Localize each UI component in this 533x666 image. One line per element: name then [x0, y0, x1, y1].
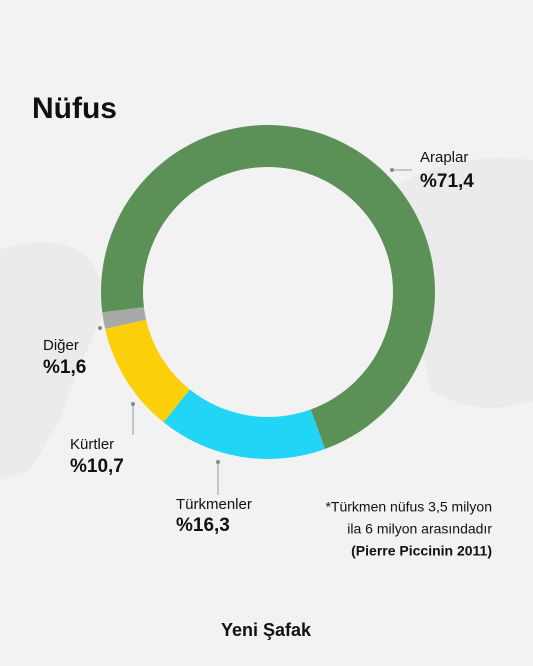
category-label: Türkmenler — [176, 496, 252, 513]
chart-title: Nüfus — [32, 92, 117, 125]
leader-dot — [390, 168, 394, 172]
logo: Yeni Şafak — [221, 620, 312, 640]
note: (Pierre Piccinin 2011) — [351, 543, 492, 559]
leader-dot — [216, 460, 220, 464]
value-label: %10,7 — [70, 456, 124, 477]
value-label: %1,6 — [43, 357, 86, 378]
donut-slice — [163, 389, 326, 459]
leader-dot — [98, 326, 102, 330]
category-label: Diğer — [43, 337, 79, 354]
value-label: %16,3 — [176, 515, 230, 536]
note: ila 6 milyon arasındadır — [347, 521, 492, 537]
note: *Türkmen nüfus 3,5 milyon — [325, 499, 492, 515]
category-label: Araplar — [420, 149, 468, 166]
donut-slice — [102, 307, 147, 329]
value-label: %71,4 — [420, 171, 474, 192]
category-label: Kürtler — [70, 436, 114, 453]
donut-slice — [105, 319, 190, 423]
leader-dot — [131, 402, 135, 406]
map-shape — [0, 242, 110, 480]
